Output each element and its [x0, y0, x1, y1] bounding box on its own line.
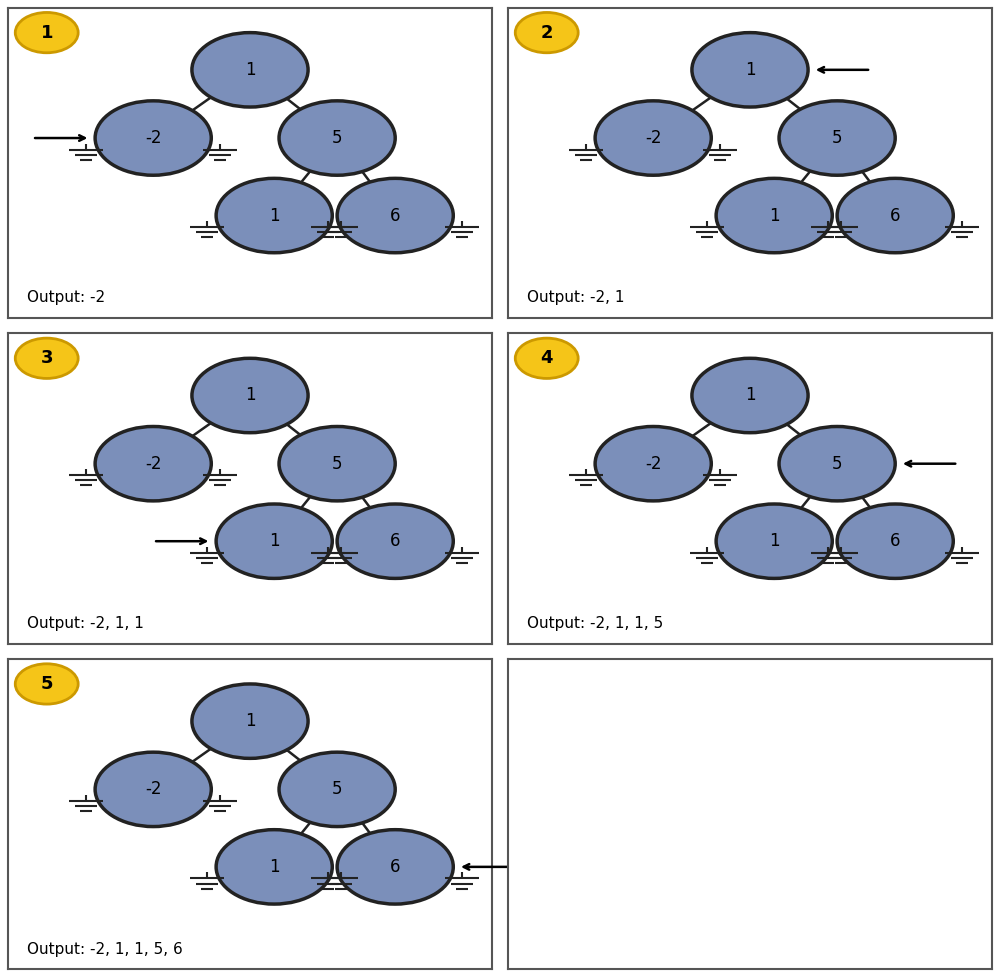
Text: Output: -2, 1, 1, 5, 6: Output: -2, 1, 1, 5, 6 [27, 942, 183, 956]
Text: 1: 1 [40, 23, 53, 42]
Circle shape [95, 101, 211, 175]
Text: 5: 5 [332, 781, 342, 798]
Text: -2: -2 [145, 781, 161, 798]
Text: 6: 6 [390, 206, 400, 225]
Text: 1: 1 [769, 206, 780, 225]
Text: 6: 6 [890, 532, 900, 550]
Circle shape [837, 504, 953, 578]
Circle shape [337, 829, 453, 904]
Text: 5: 5 [332, 129, 342, 147]
Text: 1: 1 [269, 532, 280, 550]
Circle shape [192, 684, 308, 758]
Text: 6: 6 [390, 858, 400, 875]
Text: 5: 5 [40, 675, 53, 693]
Circle shape [15, 13, 78, 53]
Circle shape [779, 427, 895, 501]
Circle shape [337, 179, 453, 253]
Circle shape [216, 179, 332, 253]
Circle shape [716, 179, 832, 253]
Circle shape [279, 752, 395, 827]
Text: -2: -2 [145, 129, 161, 147]
Circle shape [216, 504, 332, 578]
Text: 1: 1 [269, 206, 280, 225]
Circle shape [692, 359, 808, 433]
Circle shape [595, 101, 711, 175]
Text: 1: 1 [745, 387, 755, 404]
Circle shape [95, 427, 211, 501]
Circle shape [595, 427, 711, 501]
Text: Output: -2, 1, 1, 5: Output: -2, 1, 1, 5 [527, 616, 664, 631]
Text: Output: -2, 1: Output: -2, 1 [527, 290, 625, 306]
Text: 4: 4 [540, 350, 553, 367]
Text: 1: 1 [745, 61, 755, 79]
Text: 2: 2 [540, 23, 553, 42]
Circle shape [216, 829, 332, 904]
Text: -2: -2 [145, 454, 161, 473]
Circle shape [515, 338, 578, 378]
Circle shape [192, 359, 308, 433]
Circle shape [837, 179, 953, 253]
Circle shape [337, 504, 453, 578]
Text: 6: 6 [890, 206, 900, 225]
Text: 6: 6 [390, 532, 400, 550]
Text: 5: 5 [832, 454, 842, 473]
Text: -2: -2 [645, 454, 661, 473]
Text: -2: -2 [645, 129, 661, 147]
Text: 1: 1 [269, 858, 280, 875]
Circle shape [15, 338, 78, 378]
Circle shape [279, 101, 395, 175]
Text: Output: -2: Output: -2 [27, 290, 105, 306]
Circle shape [95, 752, 211, 827]
Text: 1: 1 [769, 532, 780, 550]
Text: 1: 1 [245, 61, 255, 79]
Circle shape [279, 427, 395, 501]
Text: 3: 3 [40, 350, 53, 367]
Circle shape [692, 32, 808, 107]
Text: 1: 1 [245, 712, 255, 730]
Text: Output: -2, 1, 1: Output: -2, 1, 1 [27, 616, 144, 631]
Text: 5: 5 [332, 454, 342, 473]
Circle shape [15, 663, 78, 704]
Text: 5: 5 [832, 129, 842, 147]
Circle shape [192, 32, 308, 107]
Circle shape [779, 101, 895, 175]
Text: 1: 1 [245, 387, 255, 404]
Circle shape [515, 13, 578, 53]
Circle shape [716, 504, 832, 578]
